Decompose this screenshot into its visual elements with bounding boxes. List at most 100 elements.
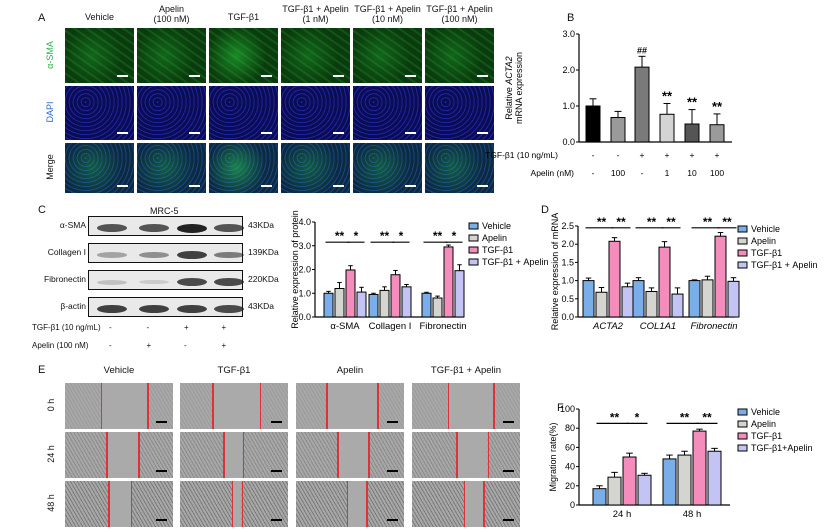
condition-value: 1 [665,168,670,178]
bar-apelin [701,279,714,318]
significance-marker: ** [666,215,676,229]
condition-value: + [640,150,645,160]
significance-marker: ** [433,229,443,243]
scale-bar [387,470,398,472]
condition-value: - [641,168,644,178]
molecular-weight: 43KDa [248,220,274,230]
y-tick-label: 40 [565,462,575,472]
y-tick-label: 1.5 [561,257,574,267]
scale-bar [189,132,200,134]
condition-value: - [109,341,112,350]
scale-bar [477,75,488,77]
panel-label-f: F [557,402,564,414]
protein-label: β-actin [60,301,86,311]
scale-bar [477,132,488,134]
wound-edge-line [212,383,214,429]
y-axis-label: Migration rate(%) [548,422,558,491]
significance-marker: ** [335,229,345,243]
micrograph-merge [209,143,278,193]
y-tick-label: 60 [565,442,575,452]
wound-edge-line [368,432,370,478]
micrograph-dapi [353,86,422,140]
wound-image [65,383,173,429]
y-tick-label: 80 [565,423,575,433]
column-header: TGF-β1 [227,12,260,22]
bar-apelin [677,454,692,506]
condition-value: + [690,150,695,160]
blot-band [177,250,207,260]
blot-actin [88,297,244,317]
bar-vehicle [592,488,607,506]
blot-band [139,279,169,285]
legend-swatch [468,222,479,230]
bar [610,117,626,143]
bar-vehicle [323,292,334,318]
y-tick-label: 0.0 [562,137,575,147]
y-tick-label: 3.0 [298,241,311,251]
scale-bar [261,132,272,134]
column-header: Apelin [336,365,364,376]
wound-edge-line [456,432,458,478]
bar-vehicle [582,280,595,318]
wound-edge-line [366,481,368,527]
condition-value: - [592,150,595,160]
column-header: TGF-β1 + Apelin (10 nM) [354,4,421,24]
y-tick-label: 20 [565,481,575,491]
bar-apelin [645,291,658,318]
bar-tgf--1 [658,246,671,318]
protein-label: Fibronectin [43,274,86,284]
y-tick-label: 2.0 [298,265,311,275]
micrograph-merge [137,143,206,193]
wound-edge-line [138,432,140,478]
wound-edge-line [447,383,450,429]
condition-value: + [665,150,670,160]
micrograph-dapi [425,86,494,140]
scale-bar [271,519,282,521]
legend-label: Apelin [751,419,776,429]
condition-value: - [146,323,150,332]
legend-label: TGF-β1 + Apelin [482,257,548,267]
y-tick-label: 1.0 [561,276,574,286]
significance-marker: * [399,229,404,243]
y-tick-label: 100 [560,404,575,414]
micrograph-merge [425,143,494,193]
protein-label: Collagen I [47,247,86,257]
y-tick-label: 3.0 [562,29,575,39]
blot-band [97,252,127,258]
blot-band [139,304,169,314]
blot-band [214,278,244,286]
significance-marker: * [635,410,640,424]
bar-apelin [607,476,622,506]
bar-tgf--1---apelin [671,293,684,318]
legend-swatch [737,444,748,452]
column-header: TGF-β1 [217,365,251,376]
legend-label: TGF-β1 [482,245,513,255]
y-tick-label: 2.5 [561,221,574,231]
bar-tgf--1 [390,274,401,318]
scale-bar [405,132,416,134]
bar-tgf--1---apelin [727,280,740,318]
wound-image [296,383,404,429]
bar-apelin [379,289,390,318]
scale-bar [333,185,344,187]
blot-band [214,251,244,259]
bar-tgf--1 [714,235,727,318]
condition-value: + [184,323,189,332]
wound-image [180,481,288,527]
scale-bar [117,75,128,77]
micrograph-dapi [65,86,134,140]
wound-edge-line [346,481,349,527]
micrograph-dapi [137,86,206,140]
bar [684,123,700,143]
condition-value: + [221,323,227,332]
category-label: Fibronectin [420,321,467,332]
bar [585,105,601,143]
scale-bar [156,519,167,521]
blot-band [139,251,169,259]
bar-apelin [334,288,345,318]
micrograph-dapi [209,86,278,140]
bar-tgf--1---apelin [356,291,367,318]
scale-bar [189,185,200,187]
legend-label: TGF-β1+Apelin [751,443,812,453]
